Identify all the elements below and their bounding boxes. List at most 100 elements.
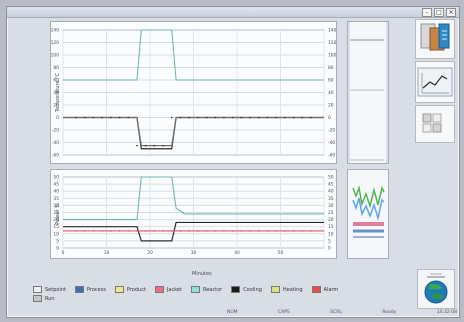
right-y-tick-label: -40 [328,140,335,146]
series-marker [231,230,234,232]
series-marker [214,230,217,232]
right-y-tick-label: 45 [328,182,334,188]
chart-legend: Setpoint Process Product Jacket Reactor Cooli… [33,286,353,304]
series-marker [101,116,103,119]
series-marker [301,230,304,232]
y-tick-label: 25 [53,210,59,216]
series-marker [310,230,312,232]
legend-item: Heating [270,286,303,293]
series-marker [153,144,156,147]
legend-item: Product [114,286,146,293]
x-tick-label: 0 [62,250,65,256]
series-marker [101,230,103,232]
series-marker [266,116,269,119]
y-tick-label: 20 [53,103,59,109]
legend-label: Jacket [166,286,182,293]
series-marker [136,144,138,147]
y-tick-label: 30 [53,203,59,209]
legend-label: Reactor [202,286,223,293]
report-icon [420,23,450,51]
series-marker [292,116,295,119]
series-marker [266,230,269,232]
series-marker [249,230,251,232]
right-y-tick-label: 120 [328,40,337,46]
right-y-tick-label: 20 [328,217,334,223]
maximize-button[interactable]: □ [434,8,444,17]
tool-card-3[interactable] [415,105,455,143]
right-y-tick-label: 0 [328,246,331,252]
series-marker [197,230,199,232]
y-tick-label: 10 [53,231,59,237]
series-marker [257,230,260,232]
tool-card-1[interactable] [415,19,455,59]
globe-panel[interactable] [417,269,455,309]
y-tick-label: 35 [53,196,59,202]
series-marker [162,230,164,232]
status-item: Ready [382,310,397,315]
legend-label: Run [45,295,55,302]
right-y-tick-label: 40 [328,189,334,195]
legend-row-1: Setpoint Process Product Jacket Reactor Cooli… [33,286,338,293]
legend-label: Cooling [243,286,262,293]
y-axis-label: Temperature °C [55,72,61,113]
right-y-tick-label: 100 [328,53,337,59]
series-marker [170,116,173,119]
right-y-tick-label: 40 [328,90,334,96]
legend-swatch [190,286,200,293]
legend-swatch [270,286,280,293]
y-tick-label: 60 [53,78,59,84]
y-tick-label: 140 [51,28,60,34]
legend-item: Run [33,295,55,302]
series-marker [249,116,251,119]
right-y-tick-label: 15 [328,224,334,230]
legend-row-2: Run [33,295,55,302]
y-tick-label: 0 [56,246,59,252]
tool-card-2[interactable] [415,61,455,103]
legend-swatch [114,286,124,293]
tool-sidebar [415,19,455,157]
minimize-button[interactable]: – [422,8,432,17]
series-marker [301,116,304,119]
right-y-tick-label: 25 [328,210,334,216]
right-y-tick-label: 50 [328,175,334,181]
y-tick-label: 40 [53,189,59,195]
right-y-tick-label: 0 [328,115,331,121]
close-button[interactable]: × [446,8,456,17]
series-marker [205,230,208,232]
window-titlebar: – □ × [7,7,459,18]
y-tick-label: -20 [52,128,59,134]
right-y-tick-label: -20 [328,128,335,134]
legend-label: Product [126,286,146,293]
legend-swatch [231,286,241,293]
series-marker [214,116,217,119]
series-marker [83,116,86,119]
legend-item: Alarm [311,286,339,293]
legend-label: Process [86,286,106,293]
series-marker [75,116,77,119]
series-marker [83,230,86,232]
series-marker [144,230,147,232]
y-tick-label: 20 [53,217,59,223]
series-marker [92,116,95,119]
series-marker [223,230,225,232]
legend-item: Reactor [190,286,223,293]
y-tick-label: 0 [56,115,59,121]
series-marker [284,230,286,232]
right-y-tick-label: 80 [328,65,334,71]
application-window: – □ × 140 140 120 120 100 100 80 80 60 60 40 40 20 20… [6,6,460,318]
status-item: CAPS [278,310,290,315]
status-bar: NUM CAPS SCRL Ready 14:32:08 [227,310,457,318]
legend-label: Alarm [323,286,339,293]
status-item: SCRL [330,310,342,315]
series-marker [284,116,286,119]
y-tick-label: 120 [51,40,60,46]
x-tick-label: 40 [234,250,240,256]
legend-item: Jacket [154,286,182,293]
series-line [63,221,324,242]
series-marker [188,116,190,119]
temperature-chart-svg: 140 140 120 120 100 100 80 80 60 60 40 40 20 20 0 0 -20 -… [51,22,337,163]
window-controls: – □ × [422,8,456,17]
y-tick-label: -40 [52,140,59,146]
x-tick-label: 30 [191,250,197,256]
legend-swatch [74,286,84,293]
